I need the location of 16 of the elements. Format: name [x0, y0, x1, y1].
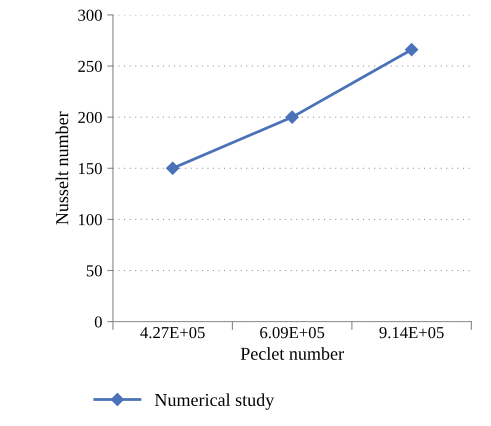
- y-axis-title: Nusselt number: [56, 112, 68, 225]
- y-tick-label: 0: [94, 316, 102, 328]
- x-tick-label: 4.27E+05: [140, 326, 205, 338]
- y-tick-label: 200: [78, 112, 102, 124]
- point: [286, 110, 299, 124]
- x-tick-label: 9.14E+05: [379, 326, 444, 338]
- point: [166, 162, 180, 175]
- y-tick-label: 50: [86, 265, 102, 276]
- x-tick-label: 6.09E+05: [260, 326, 324, 338]
- y-tick-label: 150: [78, 162, 102, 174]
- y-tick-label: 300: [78, 10, 102, 21]
- y-tick-label: 100: [78, 214, 102, 226]
- legend-label: Numerical study: [154, 393, 274, 410]
- x-axis-title: Peclet number: [240, 347, 344, 360]
- y-tick-label: 250: [78, 60, 102, 72]
- point: [405, 43, 418, 56]
